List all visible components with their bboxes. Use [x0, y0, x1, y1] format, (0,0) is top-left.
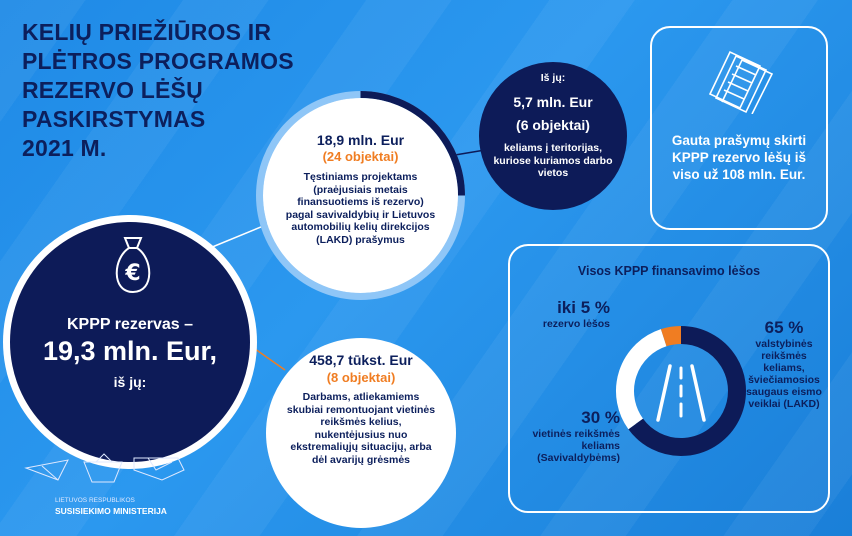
donut-segment	[616, 329, 667, 430]
donut-segment	[660, 326, 682, 347]
subset-description: keliams į teritorijas, kuriose kuriamos …	[493, 142, 613, 179]
funding-donut	[616, 326, 746, 456]
title-line: 2021 M.	[22, 135, 107, 161]
documents-icon	[708, 50, 774, 114]
reserve-label: KPPP rezervas –	[66, 316, 193, 333]
segment-label: vietinės reikšmės keliams (Savivaldybėms…	[532, 428, 620, 464]
funding-title: Visos KPPP finansavimo lėšos	[577, 264, 761, 278]
segment-reserve: iki 5 % rezervo lėšos	[534, 298, 610, 330]
reserve-circle: € KPPP rezervas – 19,3 mln. Eur, iš jų:	[10, 222, 250, 462]
segment-percent: 65 %	[764, 318, 804, 337]
subset-count: (6 objektai)	[516, 117, 590, 133]
reserve-suffix: iš jų:	[113, 374, 147, 390]
requests-panel: Gauta prašymų skirti KPPP rezervo lėšų i…	[650, 26, 828, 230]
requests-text: Gauta prašymų skirti KPPP rezervo lėšų i…	[671, 133, 807, 182]
subset-amount: 5,7 mln. Eur	[513, 94, 593, 110]
title-line: PASKIRSTYMAS	[22, 106, 206, 132]
ministry-logo-icon	[24, 453, 185, 483]
title-line: KELIŲ PRIEŽIŪROS IR	[22, 19, 272, 45]
logo-line2: SUSISIEKIMO MINISTERIJA	[55, 506, 167, 516]
continuing-amount: 18,9 mln. Eur	[316, 132, 405, 148]
segment-state: 65 % valstybinės reikšmės keliams, švieč…	[744, 318, 824, 410]
segment-percent: 30 %	[581, 408, 620, 427]
continuing-circle: 18,9 mln. Eur (24 objektai) Tęstiniams p…	[263, 98, 458, 293]
road-icon	[656, 364, 706, 422]
donut-segment	[628, 326, 746, 456]
funding-panel: Visos KPPP finansavimo lėšos iki 5 % rez…	[508, 244, 830, 513]
continuing-description: Tęstiniams projektams (praėjusiais metai…	[285, 171, 436, 246]
reserve-amount: 19,3 mln. Eur,	[42, 336, 218, 366]
subset-prefix: Iš jų:	[540, 72, 566, 84]
page-title: KELIŲ PRIEŽIŪROS IR PLĖTROS PROGRAMOS RE…	[22, 18, 322, 163]
continuing-ring	[256, 91, 465, 300]
subset-circle: Iš jų: 5,7 mln. Eur (6 objektai) keliams…	[479, 62, 627, 210]
ring-highlight	[360, 91, 465, 196]
segment-label: valstybinės reikšmės keliams, šviečiamos…	[746, 338, 822, 410]
emergency-count: (8 objektai)	[326, 370, 396, 385]
segment-label: rezervo lėšos	[542, 318, 610, 330]
title-line: PLĖTROS PROGRAMOS	[22, 48, 294, 74]
logo-line1: LIETUVOS RESPUBLIKOS	[55, 497, 135, 504]
emergency-amount: 458,7 tūkst. Eur	[309, 352, 413, 368]
segment-municipal: 30 % vietinės reikšmės keliams (Savivald…	[520, 408, 620, 464]
continuing-count: (24 objektai)	[322, 149, 399, 164]
money-bag-euro-icon: €	[115, 237, 151, 294]
emergency-circle: 458,7 tūkst. Eur (8 objektai) Darbams, a…	[266, 338, 456, 528]
segment-percent: iki 5 %	[557, 298, 610, 317]
svg-text:€: €	[124, 261, 140, 286]
emergency-description: Darbams, atliekamiems skubiai remontuoja…	[286, 391, 436, 466]
title-line: REZERVO LĖŠŲ	[22, 77, 203, 103]
